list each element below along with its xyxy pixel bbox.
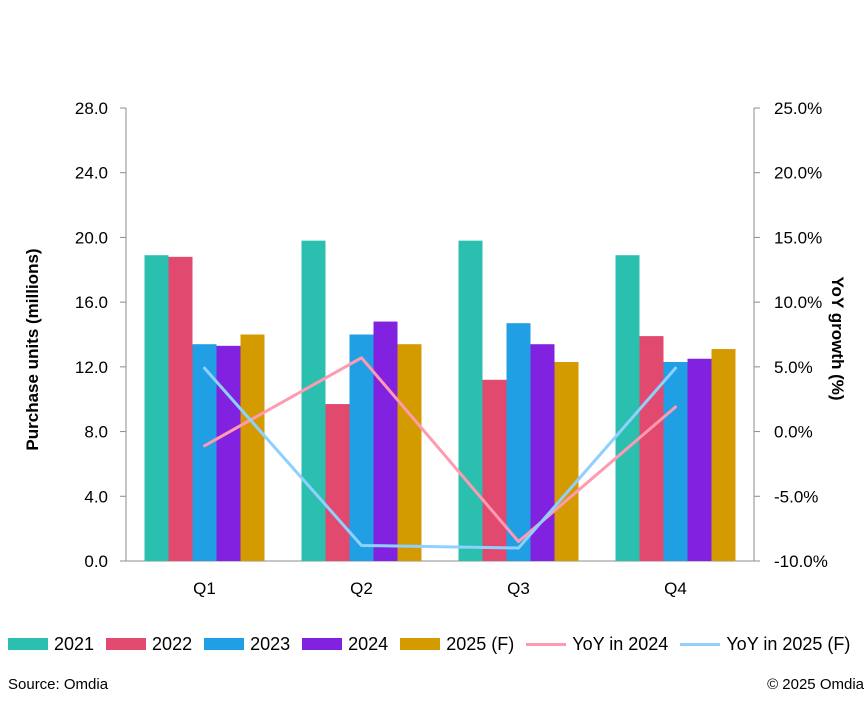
bar-2024-q2 (373, 321, 398, 561)
legend-line-swatch (680, 642, 721, 646)
x-tick-label: Q2 (350, 579, 373, 598)
legend-item: YoY in 2025 (F) (680, 634, 850, 655)
bar-2024-q1 (216, 345, 241, 561)
legend-line-swatch (526, 642, 567, 646)
y2-tick-label: -5.0% (774, 487, 818, 506)
bar-2022-q2 (325, 404, 350, 561)
legend-swatch (400, 638, 441, 650)
bar-2025f-q1 (240, 334, 265, 561)
y2-tick-label: -10.0% (774, 552, 828, 571)
legend-item: 2023 (204, 634, 290, 655)
y-tick-label: 20.0 (75, 228, 108, 247)
line-yoy-in-2024 (203, 356, 677, 544)
bar-2021-q4 (615, 255, 640, 561)
y2-tick-label: 10.0% (774, 293, 822, 312)
legend-label: 2022 (152, 633, 193, 654)
legend-label: 2024 (348, 633, 389, 654)
legend-item: 2024 (302, 634, 388, 655)
legend-swatch (302, 638, 343, 650)
y2-axis-title: YoY growth (%) (828, 276, 847, 400)
legend-swatch (106, 638, 147, 650)
right-axis: -10.0% -5.0% 0.0% 5.0% 10.0% 15.0% 20.0% 25.0% (753, 99, 828, 571)
y-tick-label: 4.0 (84, 487, 108, 506)
y2-tick-label: 15.0% (774, 228, 822, 247)
y-tick-label: 0.0 (84, 552, 108, 571)
x-tick-label: Q3 (507, 579, 530, 598)
legend-label: 2023 (250, 633, 291, 654)
legend-label: YoY in 2024 (572, 633, 669, 654)
y-tick-label: 12.0 (75, 358, 108, 377)
legend-swatch (8, 638, 48, 650)
bar-2023-q1 (192, 344, 217, 561)
bar-2025f-q4 (711, 349, 736, 561)
chart: 0.0 4.0 8.0 12.0 16.0 20.0 24.0 28.0 -10.0% -5.0… (23, 99, 847, 598)
bar-2021-q1 (144, 255, 169, 561)
bar-2024-q4 (687, 358, 712, 561)
x-tick-label: Q4 (664, 579, 687, 598)
legend: 2021 2022 2023 2024 2025 (F) YoY in 2024 YoY i… (8, 632, 866, 656)
bar-2023-q3 (506, 323, 531, 561)
bar-2022-q4 (639, 336, 664, 561)
legend-swatch (204, 638, 245, 650)
y2-tick-label: 0.0% (774, 423, 813, 442)
y-tick-label: 16.0 (75, 293, 108, 312)
bar-2021-q2 (301, 240, 326, 561)
bar-2021-q3 (458, 240, 483, 561)
legend-item: 2022 (106, 634, 192, 655)
legend-item: 2021 (8, 634, 94, 655)
bar-2022-q1 (168, 256, 193, 561)
legend-item: YoY in 2024 (526, 634, 668, 655)
y-tick-label: 28.0 (75, 99, 108, 118)
y2-tick-label: 25.0% (774, 99, 822, 118)
bar-2024-q3 (530, 344, 555, 561)
bar-2023-q2 (349, 334, 374, 561)
category-labels: Q1 Q2 Q3 Q4 (193, 579, 687, 598)
lines (203, 356, 677, 550)
legend-label: 2021 (54, 633, 95, 654)
legend-item: 2025 (F) (400, 634, 514, 655)
line-yoy-in-2025-f- (203, 366, 677, 550)
y-axis-title: Purchase units (millions) (23, 248, 42, 450)
legend-label: 2025 (F) (446, 633, 515, 654)
y-tick-label: 24.0 (75, 164, 108, 183)
bar-2023-q4 (663, 362, 688, 561)
bar-2022-q3 (482, 379, 507, 561)
bars (144, 240, 736, 561)
source-note: Source: Omdia (8, 676, 109, 693)
y2-tick-label: 20.0% (774, 164, 822, 183)
y-tick-label: 8.0 (84, 423, 108, 442)
bar-2025f-q3 (554, 362, 579, 561)
x-tick-label: Q1 (193, 579, 216, 598)
bar-2025f-q2 (397, 344, 422, 561)
legend-label: YoY in 2025 (F) (726, 633, 851, 654)
copyright-note: © 2025 Omdia (767, 676, 864, 693)
y2-tick-label: 5.0% (774, 358, 813, 377)
